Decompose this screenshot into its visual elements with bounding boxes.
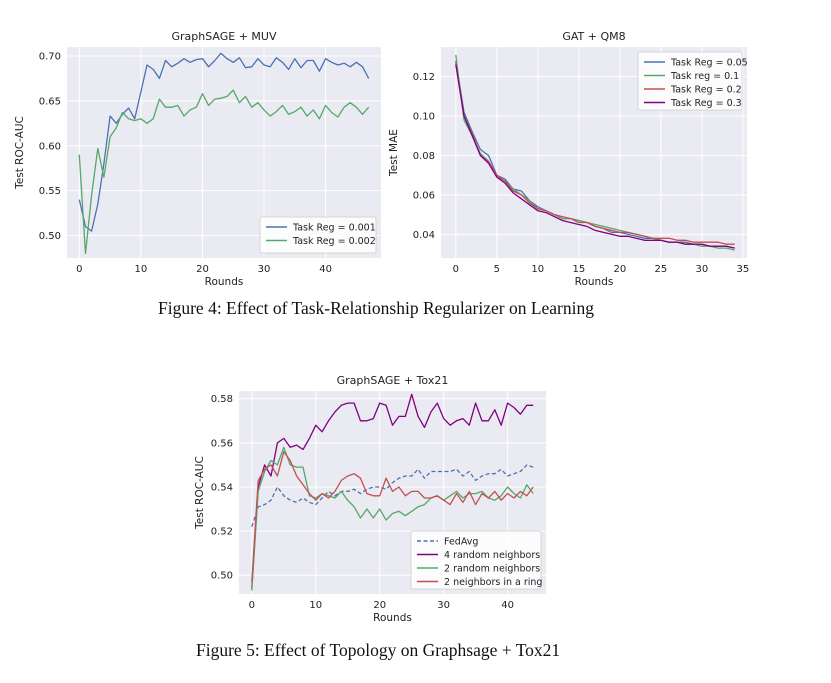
x-tick-label: 10 [135,264,148,275]
y-tick-label: 0.08 [413,151,435,162]
y-tick-label: 0.70 [39,51,61,62]
x-tick-label: 40 [319,264,332,275]
y-tick-label: 0.12 [413,72,435,83]
series-line-1 [78,89,370,255]
x-tick-label: 0 [249,600,255,611]
x-tick-label: 20 [613,264,626,275]
plot-area [67,47,381,258]
y-axis-label: Test MAE [388,129,400,177]
series-line-1 [455,54,735,251]
y-tick-label: 0.58 [211,394,233,405]
y-tick-label: 0.04 [413,230,435,241]
legend-label-0: FedAvg [444,537,478,548]
x-tick-label: 0 [453,264,459,275]
legend-box [259,216,377,254]
legend-label-1: 4 random neighbors [444,550,540,561]
series-line-3 [455,64,735,249]
chart-2: 0 10 20 30 40 0.50 0.52 0.54 0.56 0.58 GraphSAGE +… [194,374,546,624]
legend-box [637,51,743,111]
x-tick-label: 30 [696,264,709,275]
legend-label-0: Task Reg = 0.001 [292,223,376,234]
x-tick-label: 35 [737,264,750,275]
series-line-0 [78,52,370,232]
y-tick-label: 0.52 [211,527,233,538]
x-tick-label: 25 [654,264,667,275]
legend-label-2: Task Reg = 0.2 [670,85,742,96]
x-axis-label: Rounds [575,276,614,288]
series-line-0 [251,464,534,527]
legend-label-1: Task reg = 0.1 [670,71,739,82]
legend-label-1: Task Reg = 0.002 [292,236,376,247]
legend-label-3: 2 neighbors in a ring [444,577,542,588]
legend-label-2: 2 random neighbors [444,564,540,575]
plot-area [441,47,747,258]
x-axis-label: Rounds [373,612,412,624]
x-tick-label: 30 [258,264,271,275]
y-axis-label: Test ROC-AUC [194,456,206,530]
chart-title: GAT + QM8 [562,30,625,43]
series-line-2 [455,62,735,245]
series-line-3 [251,451,534,582]
chart-title: GraphSAGE + MUV [171,30,276,43]
x-tick-label: 15 [572,264,585,275]
legend-label-3: Task Reg = 0.3 [670,98,742,109]
chart-title: GraphSAGE + Tox21 [337,374,449,387]
y-tick-label: 0.10 [413,112,435,123]
plot-area [239,391,546,594]
y-tick-label: 0.55 [39,186,61,197]
y-tick-label: 0.60 [39,141,61,152]
x-tick-label: 0 [76,264,82,275]
series-line-0 [455,60,735,249]
chart-1: 0 5 10 15 20 25 30 35 0.04 0.06 0.08 0.10 0.12 GAT + … [388,30,749,288]
figure4-caption: Figure 4: Effect of Task-Relationship Re… [158,298,594,318]
x-tick-label: 10 [309,600,322,611]
figure5-caption: Figure 5: Effect of Topology on Graphsag… [196,640,561,660]
legend-box [410,530,542,590]
y-tick-label: 0.50 [211,571,233,582]
series-line-2 [251,446,534,591]
x-tick-label: 20 [196,264,209,275]
y-tick-label: 0.65 [39,96,61,107]
series-line-1 [251,393,534,589]
x-tick-label: 20 [373,600,386,611]
y-tick-label: 0.54 [211,482,233,493]
x-axis-label: Rounds [205,276,244,288]
legend-label-0: Task Reg = 0.05 [670,58,748,69]
x-tick-label: 30 [437,600,450,611]
y-tick-label: 0.56 [211,438,233,449]
x-tick-label: 10 [531,264,544,275]
y-tick-label: 0.50 [39,231,61,242]
chart-0: 0 10 20 30 40 0.50 0.55 0.60 0.65 0.70 GraphSAGE +… [14,30,381,288]
y-tick-label: 0.06 [413,190,435,201]
x-tick-label: 5 [494,264,500,275]
y-axis-label: Test ROC-AUC [14,116,26,190]
x-tick-label: 40 [501,600,514,611]
